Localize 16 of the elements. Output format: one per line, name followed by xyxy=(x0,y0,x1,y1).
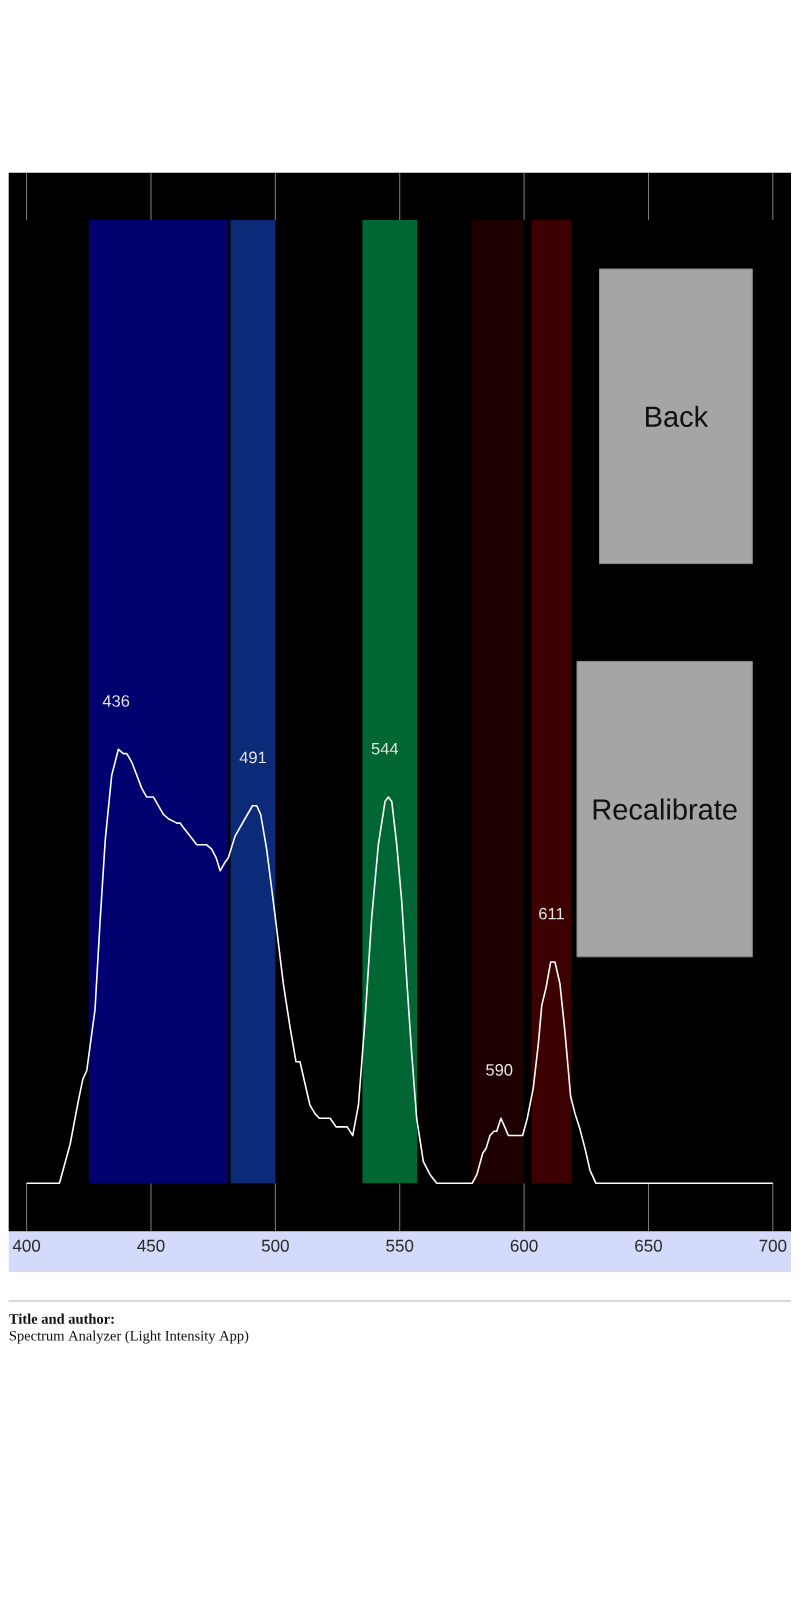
x-tick-label: 700 xyxy=(759,1239,787,1252)
text: Title and author: xyxy=(9,1313,114,1324)
x-tick-label: 600 xyxy=(510,1239,538,1252)
annotation: 491 xyxy=(239,751,266,764)
annotation: 544 xyxy=(371,742,399,755)
x-tick-label: 500 xyxy=(261,1239,289,1252)
annotation: 590 xyxy=(486,1064,513,1076)
annotation: 436 xyxy=(102,695,130,707)
x-tick-label: 400 xyxy=(12,1239,41,1252)
x-tick-label: 450 xyxy=(137,1239,165,1252)
x-tick-label: 650 xyxy=(635,1239,662,1252)
annotation: Recalibrate xyxy=(593,798,737,820)
annotation: 611 xyxy=(539,907,564,920)
text: Spectrum Analyzer (Light Intensity App) xyxy=(9,1330,249,1344)
text: Back xyxy=(646,405,709,427)
x-tick-label: 550 xyxy=(386,1239,414,1252)
